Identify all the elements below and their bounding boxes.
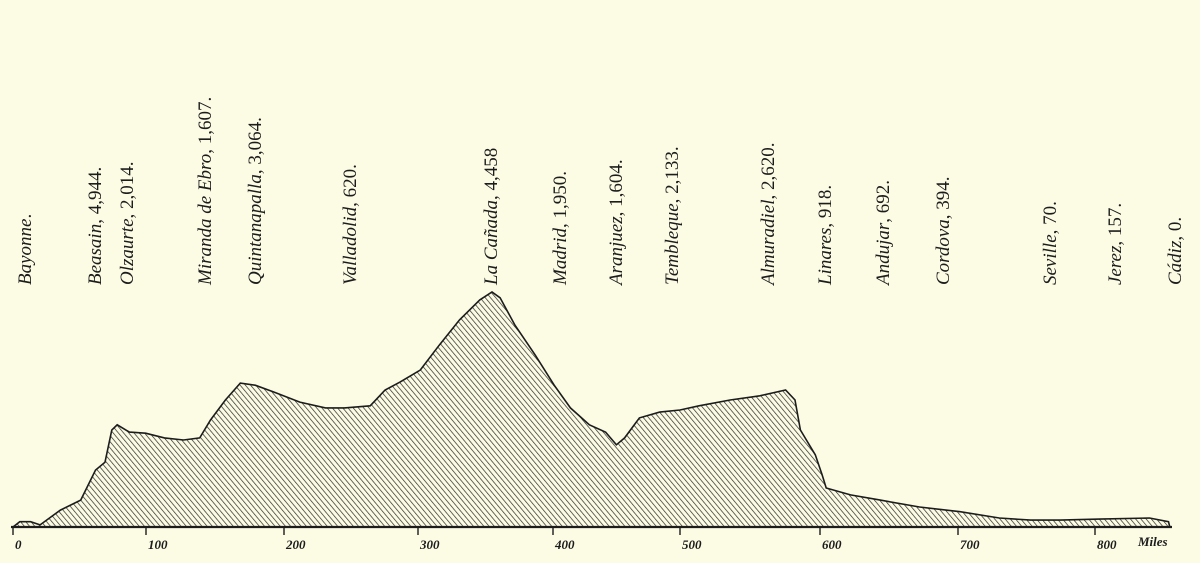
- x-tick-label: 600: [822, 537, 842, 552]
- station-elevation: , 1,607.: [195, 97, 216, 154]
- x-tick-label: 500: [682, 537, 702, 552]
- x-tick-label: 100: [148, 537, 168, 552]
- station-elevation: .: [15, 214, 36, 219]
- x-tick-label: 700: [960, 537, 980, 552]
- station-elevation: , 1,950.: [550, 171, 571, 228]
- station-elevation: , 4,944.: [85, 167, 106, 224]
- x-tick-label: 0: [15, 537, 22, 552]
- station-name: Almuradiel: [758, 200, 779, 288]
- x-tick-label: 200: [285, 537, 306, 552]
- x-axis-unit-label: Miles: [1137, 534, 1168, 549]
- station-name: Bayonne: [15, 219, 36, 285]
- elevation-area: [10, 291, 1171, 528]
- station-elevation: , 620.: [340, 164, 361, 207]
- station-label: Seville, 70.: [1040, 201, 1061, 285]
- station-label: Bayonne.: [15, 214, 36, 285]
- station-elevation: , 1,604.: [606, 159, 627, 216]
- station-elevation: , 918.: [815, 185, 836, 228]
- station-elevation: , 0.: [1165, 217, 1186, 241]
- x-tick-label: 800: [1097, 537, 1117, 552]
- station-elevation: , 2,014.: [117, 162, 138, 219]
- station-name: Beasain: [85, 224, 106, 285]
- station-elevation: , 2,620.: [758, 143, 779, 200]
- station-name: Cordova: [933, 219, 954, 285]
- station-elevation: , 70.: [1040, 201, 1061, 234]
- station-label: Linares, 918.: [815, 185, 836, 286]
- station-name: Valladolid: [340, 206, 361, 285]
- x-tick-label: 300: [419, 537, 440, 552]
- station-label: Madrid, 1,950.: [550, 171, 571, 286]
- station-label: Tembleque, 2,133.: [662, 146, 683, 285]
- station-name: Aranjuez: [606, 216, 627, 287]
- station-name: Cádiz: [1165, 240, 1186, 285]
- station-elevation: , 3,064.: [245, 117, 266, 174]
- station-label: Andujar, 692.: [873, 180, 894, 287]
- station-label: Cordova, 394.: [933, 176, 954, 285]
- station-elevation: , 157.: [1105, 203, 1126, 246]
- station-label: Miranda de Ebro, 1,607.: [195, 97, 216, 286]
- station-label: La Cañada, 4,458: [481, 148, 502, 286]
- station-name: Tembleque: [662, 203, 683, 285]
- station-elevation: , 394.: [933, 176, 954, 219]
- station-label: Valladolid, 620.: [340, 164, 361, 285]
- station-label: Aranjuez, 1,604.: [606, 159, 627, 287]
- station-elevation: , 2,133.: [662, 146, 683, 203]
- station-label: Cádiz, 0.: [1165, 217, 1186, 285]
- station-label: Jerez, 157.: [1105, 203, 1126, 285]
- station-label: Almuradiel, 2,620.: [758, 143, 779, 288]
- station-name: Linares: [815, 228, 836, 286]
- station-name: Madrid: [550, 228, 571, 287]
- station-labels: Bayonne. Beasain, 4,944. Olzaurte, 2,014. M…: [15, 97, 1186, 287]
- station-label: Quintanapalla, 3,064.: [245, 117, 266, 285]
- station-elevation: , 4,458: [481, 148, 502, 200]
- x-axis-ticks: 0 100 200 300 400 500 600 700 800: [12, 527, 1117, 552]
- station-name: Olzaurte: [117, 219, 138, 286]
- station-name: Quintanapalla: [245, 174, 266, 285]
- station-name: Miranda de Ebro: [195, 154, 216, 286]
- station-name: Jerez: [1105, 245, 1126, 285]
- station-name: La Cañada: [481, 200, 502, 286]
- station-label: Beasain, 4,944.: [85, 167, 106, 285]
- x-tick-label: 400: [554, 537, 575, 552]
- station-label: Olzaurte, 2,014.: [117, 162, 138, 286]
- station-elevation: , 692.: [873, 180, 894, 223]
- station-name: Seville: [1040, 234, 1061, 285]
- station-name: Andujar: [873, 222, 894, 287]
